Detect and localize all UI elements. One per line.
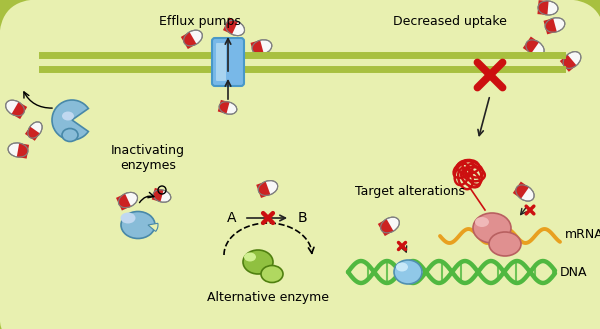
Ellipse shape [396,263,408,271]
Text: Efflux pumps: Efflux pumps [159,15,241,29]
Ellipse shape [184,30,202,46]
Ellipse shape [252,40,272,54]
FancyBboxPatch shape [181,32,197,49]
Ellipse shape [526,40,544,56]
FancyBboxPatch shape [256,181,271,198]
Text: DNA: DNA [560,266,587,279]
FancyBboxPatch shape [218,100,230,114]
Ellipse shape [28,122,42,138]
Ellipse shape [473,213,511,243]
Wedge shape [52,100,88,140]
Ellipse shape [118,192,137,208]
Ellipse shape [394,260,422,284]
Ellipse shape [538,1,558,15]
FancyBboxPatch shape [378,219,394,236]
Ellipse shape [261,266,283,283]
Ellipse shape [219,102,237,114]
Ellipse shape [475,217,489,227]
Ellipse shape [243,250,273,274]
Text: B: B [297,211,307,225]
Text: Target alterations: Target alterations [355,186,465,198]
FancyBboxPatch shape [152,188,164,202]
FancyBboxPatch shape [25,127,40,141]
FancyBboxPatch shape [212,38,244,86]
Ellipse shape [489,232,521,256]
FancyBboxPatch shape [17,143,29,159]
Text: Inactivating
enzymes: Inactivating enzymes [111,144,185,172]
Ellipse shape [380,217,400,233]
FancyBboxPatch shape [560,55,577,72]
Ellipse shape [62,112,74,120]
FancyBboxPatch shape [216,43,226,81]
Ellipse shape [516,185,534,201]
Ellipse shape [62,129,78,141]
Text: A: A [227,211,237,225]
FancyBboxPatch shape [11,102,27,119]
Ellipse shape [121,213,136,223]
Ellipse shape [244,252,256,262]
Ellipse shape [259,181,278,195]
Ellipse shape [226,20,245,36]
Text: mRNA: mRNA [565,227,600,240]
FancyBboxPatch shape [544,18,557,34]
Ellipse shape [563,52,581,68]
Text: Alternative enzyme: Alternative enzyme [207,291,329,305]
Text: Decreased uptake: Decreased uptake [393,15,507,29]
FancyBboxPatch shape [251,40,264,56]
FancyBboxPatch shape [513,182,529,199]
FancyBboxPatch shape [223,17,238,34]
Ellipse shape [8,143,28,157]
FancyBboxPatch shape [523,37,539,54]
FancyBboxPatch shape [538,0,548,15]
Ellipse shape [5,100,25,116]
FancyBboxPatch shape [116,194,131,211]
Ellipse shape [153,190,171,202]
Ellipse shape [545,18,565,32]
Ellipse shape [121,212,155,239]
Wedge shape [148,223,158,231]
